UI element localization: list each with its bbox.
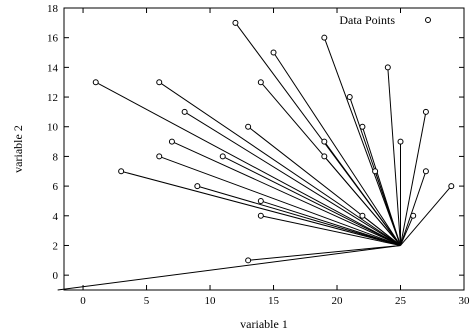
data-point	[410, 212, 417, 219]
y-tick-label: 12	[47, 92, 58, 104]
data-point	[245, 257, 252, 264]
plot-frame	[63, 7, 465, 291]
x-axis-title: variable 1	[240, 317, 288, 331]
x-tick-label: 0	[80, 295, 86, 307]
y-axis-title: variable 2	[11, 125, 25, 173]
data-point	[397, 138, 404, 145]
x-tick-label: 30	[459, 295, 471, 307]
connector-lines	[57, 22, 452, 291]
connector-line	[197, 185, 401, 246]
connector-line	[400, 111, 427, 246]
x-tick-label: 5	[144, 295, 150, 307]
connector-line	[374, 171, 401, 246]
data-point	[194, 183, 201, 190]
connector-line	[57, 244, 401, 291]
connector-line	[400, 185, 452, 246]
data-point	[156, 153, 163, 160]
data-point	[270, 49, 277, 56]
y-tick-label: 14	[47, 62, 59, 74]
y-tick-label: 10	[47, 122, 59, 134]
data-point	[168, 138, 175, 145]
connector-line	[260, 200, 401, 246]
connector-line	[171, 141, 401, 246]
data-point	[219, 153, 226, 160]
data-point	[359, 212, 366, 219]
data-point	[372, 168, 379, 175]
data-point	[257, 79, 264, 86]
legend: Data Points	[339, 13, 431, 27]
connector-line	[400, 171, 427, 246]
x-tick-label: 15	[268, 295, 280, 307]
connector-line	[121, 170, 401, 246]
data-point	[257, 212, 264, 219]
connector-line	[387, 67, 402, 246]
connector-line	[248, 244, 401, 261]
y-tick-label: 6	[53, 181, 59, 193]
data-point	[181, 108, 188, 115]
y-tick-label: 8	[53, 151, 59, 163]
connector-line	[159, 155, 401, 246]
data-point	[384, 64, 391, 71]
data-point	[232, 19, 239, 26]
data-point	[321, 153, 328, 160]
connector-line	[362, 215, 401, 246]
y-tick-label: 18	[47, 3, 59, 15]
x-tick-label: 10	[205, 295, 217, 307]
data-point	[156, 79, 163, 86]
data-point	[245, 123, 252, 130]
connector-line	[273, 52, 401, 246]
legend-marker	[425, 17, 431, 23]
y-tick-label: 2	[53, 240, 59, 252]
y-tick-label: 0	[53, 270, 59, 282]
x-tick-label: 25	[395, 295, 407, 307]
data-point	[118, 168, 125, 175]
connector-line	[158, 81, 401, 246]
legend-label: Data Points	[339, 13, 395, 27]
data-point	[257, 197, 264, 204]
x-tick-label: 20	[332, 295, 344, 307]
data-point	[92, 79, 99, 86]
y-tick-label: 16	[47, 33, 59, 45]
data-point	[422, 108, 429, 115]
connector-line	[323, 141, 401, 246]
connector-line	[323, 156, 401, 246]
connector-line	[260, 215, 401, 246]
connector-line	[184, 111, 401, 246]
data-point	[448, 183, 455, 190]
data-point	[422, 168, 429, 175]
axis-ticks: 0 5 10 15 20 25 30 0 2 4 6 8 10 12 14 16 18	[47, 3, 470, 307]
connector-line	[222, 155, 401, 246]
data-points	[92, 19, 455, 264]
data-point	[346, 94, 353, 101]
data-point	[359, 123, 366, 130]
y-tick-label: 4	[53, 211, 59, 223]
connector-line	[323, 37, 401, 246]
connector-line	[95, 81, 401, 246]
data-point	[321, 138, 328, 145]
data-point	[321, 34, 328, 41]
